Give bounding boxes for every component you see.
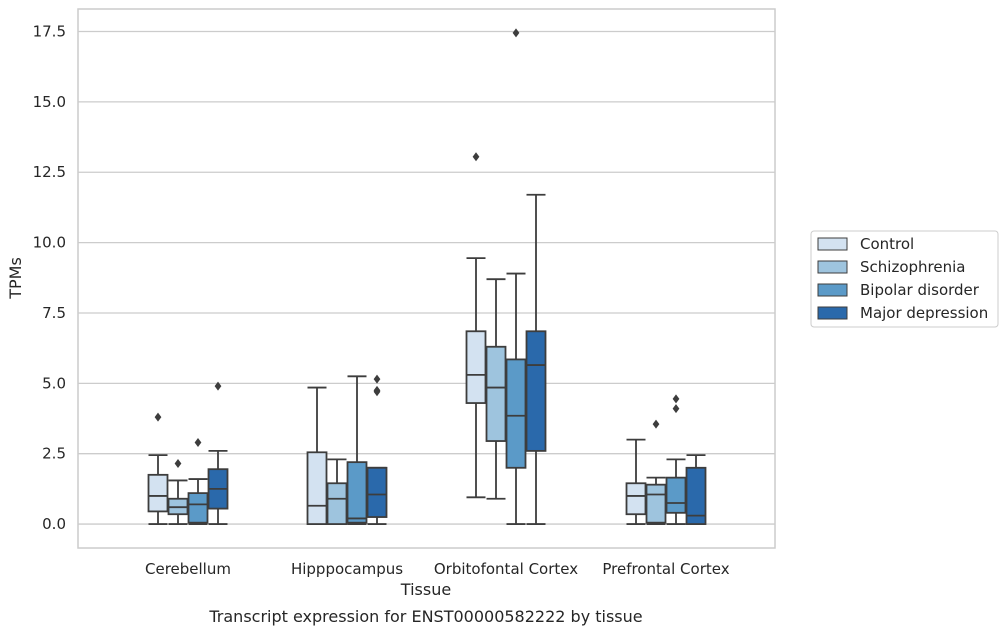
- legend-label: Schizophrenia: [860, 258, 965, 276]
- outlier-point: [672, 394, 680, 404]
- y-tick-label: 0.0: [42, 515, 66, 533]
- box: [665, 394, 687, 525]
- box: [645, 419, 667, 525]
- legend-items: Control Schizophrenia Bipolar disorder Majo…: [817, 235, 988, 322]
- box: [167, 459, 189, 525]
- box-body: [685, 466, 707, 525]
- box-body: [187, 492, 209, 524]
- box-body: [465, 330, 487, 404]
- x-tick-label: Hipppocampus: [291, 560, 403, 578]
- series-major-depression: [207, 193, 707, 525]
- box-body: [366, 466, 388, 518]
- box: [187, 437, 209, 525]
- y-tick-label: 7.5: [42, 304, 66, 322]
- legend-frame: [810, 230, 999, 328]
- y-tick-label: 10.0: [33, 234, 66, 252]
- box: [147, 412, 169, 525]
- y-tick-label: 2.5: [42, 445, 66, 463]
- box: [505, 28, 527, 525]
- box-body: [346, 461, 368, 524]
- outlier-point: [472, 152, 480, 162]
- x-tick-label: Cerebellum: [145, 560, 231, 578]
- outlier-point: [512, 28, 520, 38]
- box-body: [525, 330, 547, 452]
- outlier-point: [373, 385, 381, 395]
- legend-swatch: [817, 283, 848, 297]
- y-tick-label: 17.5: [33, 23, 66, 41]
- legend-label: Major depression: [860, 304, 988, 322]
- series-bipolar-disorder: [187, 28, 687, 525]
- outlier-point: [174, 459, 182, 469]
- outlier-point: [154, 412, 162, 422]
- x-tick-label: Prefrontal Cortex: [602, 560, 729, 578]
- box-body: [147, 473, 169, 513]
- y-axis-title: TPMs: [6, 257, 25, 300]
- box-body: [326, 482, 348, 525]
- box-body: [306, 451, 328, 525]
- grid-lines: [78, 30, 775, 525]
- box: [366, 374, 388, 525]
- outlier-point: [194, 437, 202, 447]
- legend-swatch: [817, 260, 848, 274]
- box-body: [625, 482, 647, 516]
- box-body: [505, 358, 527, 469]
- legend: Control Schizophrenia Bipolar disorder Majo…: [810, 230, 999, 328]
- plot-area-frame: [77, 8, 776, 549]
- y-tick-labels: 0.0 2.5 5.0 7.5 10.0 12.5 15.0 17.5: [33, 23, 66, 534]
- box-body: [665, 476, 687, 514]
- box: [525, 193, 547, 525]
- outlier-point: [652, 419, 660, 429]
- legend-swatch: [817, 306, 848, 320]
- box: [485, 278, 507, 500]
- outlier-point: [214, 381, 222, 391]
- y-tick-label: 15.0: [33, 93, 66, 111]
- y-tick-label: 5.0: [42, 374, 66, 392]
- box: [326, 458, 348, 525]
- x-tick-label: Orbitofontal Cortex: [434, 560, 578, 578]
- series-schizophrenia: [167, 278, 667, 525]
- x-axis-title: Tissue: [400, 580, 451, 599]
- box: [465, 152, 487, 499]
- y-tick-label: 12.5: [33, 163, 66, 181]
- box-body: [645, 483, 667, 524]
- outlier-point: [373, 374, 381, 384]
- box: [685, 454, 707, 525]
- box: [207, 381, 229, 525]
- box-series: [147, 28, 707, 525]
- box-body: [485, 345, 507, 442]
- x-tick-labels: Cerebellum Hipppocampus Orbitofontal Corte…: [145, 560, 730, 578]
- box: [306, 386, 328, 525]
- legend-label: Bipolar disorder: [860, 281, 980, 299]
- outlier-point: [672, 404, 680, 414]
- legend-swatch: [817, 237, 848, 251]
- box: [346, 375, 368, 525]
- chart-caption: Transcript expression for ENST0000058222…: [208, 607, 642, 626]
- series-control: [147, 152, 647, 525]
- legend-label: Control: [860, 235, 914, 253]
- box: [625, 438, 647, 525]
